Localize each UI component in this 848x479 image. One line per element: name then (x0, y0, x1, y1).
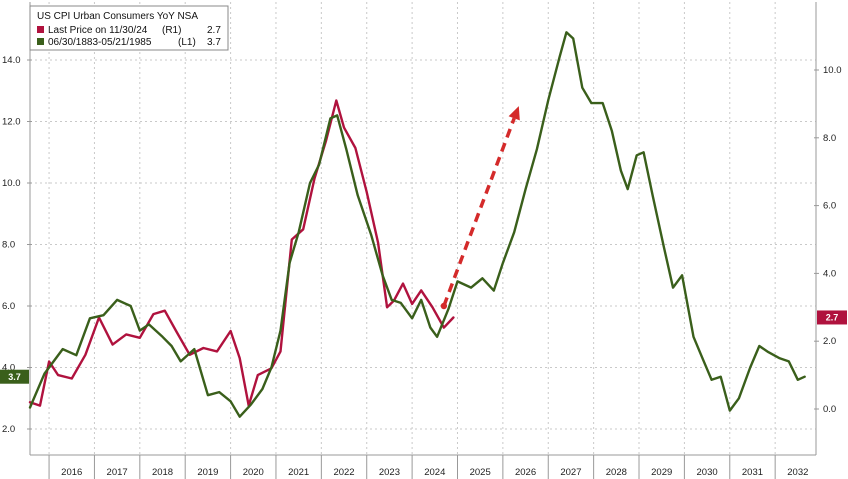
last-value-badge-green-text: 3.7 (8, 372, 21, 382)
right-tick-label: 0.0 (823, 404, 836, 415)
legend-value-green: 3.7 (207, 37, 221, 48)
forecast-arrow-shaft (442, 117, 516, 307)
x-tick-label: 2027 (560, 467, 581, 478)
x-tick-label: 2022 (333, 467, 354, 478)
x-tick-label: 2032 (787, 467, 808, 478)
badge-layer: 2.7 3.7 (0, 310, 847, 384)
left-tick-label: 12.0 (2, 117, 21, 128)
x-tick-label: 2021 (288, 467, 309, 478)
legend-title: US CPI Urban Consumers YoY NSA (37, 11, 198, 22)
last-value-badge-green: 3.7 (0, 369, 29, 384)
legend-label-red: Last Price on 11/30/24 (48, 25, 148, 36)
series-line-green (28, 31, 806, 418)
x-tick-label: 2029 (651, 467, 672, 478)
x-tick-label: 2026 (515, 467, 536, 478)
x-tick-label: 2024 (424, 467, 445, 478)
x-tick-label: 2018 (152, 467, 173, 478)
series-line-red (28, 99, 455, 407)
right-tick-label: 10.0 (823, 65, 842, 76)
x-tick-label: 2016 (61, 467, 82, 478)
left-tick-label: 10.0 (2, 178, 21, 189)
x-axis: 2016 2017 2018 2019 2020 2021 2022 2023 2024 2025… (30, 454, 816, 479)
right-tick-label: 6.0 (823, 201, 836, 212)
forecast-arrow-start (440, 302, 448, 310)
x-tick-label: 2019 (197, 467, 218, 478)
x-tick-label: 2025 (470, 467, 491, 478)
x-tick-label: 2028 (606, 467, 627, 478)
legend-tag-red: (R1) (162, 25, 181, 36)
legend: US CPI Urban Consumers YoY NSA Last Pric… (29, 5, 229, 51)
annotation-layer (440, 106, 520, 310)
left-tick-label: 2.0 (2, 424, 15, 435)
left-tick-label: 4.0 (2, 363, 15, 374)
x-tick-label: 2030 (697, 467, 718, 478)
left-tick-label: 14.0 (2, 55, 21, 66)
series-layer (28, 31, 806, 418)
left-tick-label: 6.0 (2, 301, 15, 312)
legend-value-red: 2.7 (207, 25, 221, 36)
legend-box (29, 5, 229, 51)
legend-swatch-red (37, 26, 44, 33)
x-tick-label: 2023 (379, 467, 400, 478)
x-tick-label: 2017 (107, 467, 128, 478)
legend-tag-green: (L1) (178, 37, 196, 48)
right-axis: 0.0 2.0 4.0 6.0 8.0 10.0 (814, 2, 842, 455)
x-tick-label: 2031 (742, 467, 763, 478)
forecast-arrow-head (508, 106, 520, 121)
left-axis: 2.0 4.0 6.0 8.0 10.0 12.0 14.0 (2, 2, 32, 455)
right-tick-label: 2.0 (823, 336, 836, 347)
last-value-badge-red: 2.7 (817, 310, 847, 325)
x-tick-label: 2020 (243, 467, 264, 478)
legend-swatch-green (37, 38, 44, 45)
last-value-badge-red-text: 2.7 (826, 313, 839, 323)
left-tick-label: 8.0 (2, 240, 15, 251)
right-tick-label: 8.0 (823, 133, 836, 144)
right-tick-label: 4.0 (823, 268, 836, 279)
grid (30, 2, 816, 455)
legend-label-green: 06/30/1883-05/21/1985 (48, 37, 152, 48)
